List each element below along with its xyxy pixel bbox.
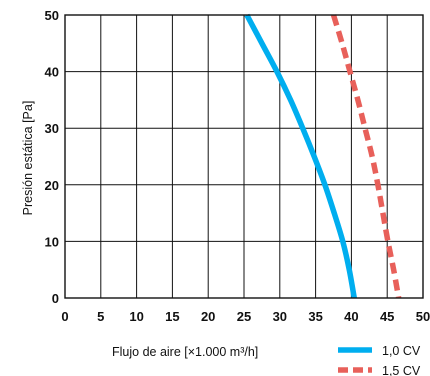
x-tick-label: 20 [201, 309, 215, 324]
x-tick-label: 35 [308, 309, 322, 324]
y-tick-label: 0 [52, 291, 59, 306]
y-tick-label: 40 [45, 65, 59, 80]
legend: 1,0 CV 1,5 CV [338, 344, 421, 376]
series-layer [244, 13, 402, 299]
y-tick-label: 20 [45, 178, 59, 193]
x-axis-label: Flujo de aire [×1.000 m³/h] [112, 345, 258, 359]
x-tick-label: 25 [237, 309, 251, 324]
y-tick-label: 10 [45, 234, 59, 249]
x-tick-labels: 0 5 10 15 20 25 30 35 40 45 50 [61, 309, 430, 324]
x-tick-label: 30 [273, 309, 287, 324]
series-line-1-5-cv [330, 14, 402, 299]
y-tick-label: 50 [45, 8, 59, 23]
series-line-1-0-cv [244, 13, 357, 299]
legend-label-1-0-cv: 1,0 CV [382, 344, 421, 358]
plot-frame [64, 14, 424, 299]
x-tick-label: 50 [416, 309, 430, 324]
x-tick-label: 45 [380, 309, 394, 324]
y-tick-labels: 0 10 20 30 40 50 [45, 8, 59, 306]
x-tick-label: 0 [61, 309, 68, 324]
y-tick-label: 30 [45, 121, 59, 136]
x-tick-label: 40 [344, 309, 358, 324]
legend-label-1-5-cv: 1,5 CV [382, 364, 421, 376]
x-tick-label: 10 [129, 309, 143, 324]
grid [64, 14, 424, 299]
x-tick-label: 5 [97, 309, 104, 324]
y-axis-label: Presión estática [Pa] [21, 101, 35, 216]
x-tick-label: 15 [165, 309, 179, 324]
